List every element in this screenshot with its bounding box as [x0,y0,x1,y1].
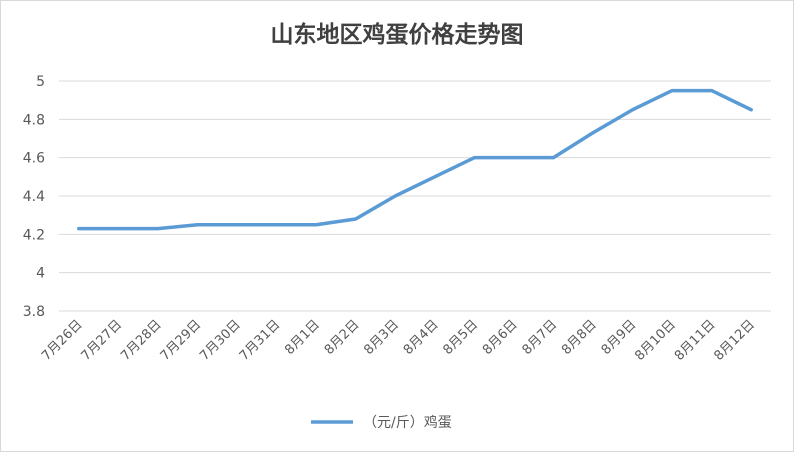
x-tick-label: 7月28日 [118,317,165,364]
y-axis-ticks: 3.8 4 4.2 4.4 4.6 4.8 5 [23,74,45,320]
x-tick-label: 8月2日 [322,317,363,358]
x-axis-ticks: 7月26日7月27日7月28日7月29日7月30日7月31日8月1日8月2日8月… [39,317,758,364]
y-tick-label: 4.4 [23,189,45,205]
x-tick-label: 8月5日 [440,317,481,358]
x-tick-label: 8月3日 [361,317,402,358]
y-tick-label: 5 [36,74,45,90]
y-tick-label: 3.8 [23,304,45,320]
series-line [77,88,753,231]
x-tick-label: 7月30日 [197,317,244,364]
gridlines [59,80,771,312]
x-tick-label: 8月10日 [632,317,679,364]
y-tick-label: 4.2 [23,227,45,243]
x-tick-label: 7月29日 [158,317,205,364]
y-tick-label: 4 [36,266,45,282]
y-tick-label: 4.6 [23,151,45,167]
chart-title: 山东地区鸡蛋价格走势图 [270,21,524,48]
y-tick-label: 4.8 [23,112,45,128]
x-tick-label: 7月31日 [237,317,284,364]
x-tick-label: 8月1日 [282,317,323,358]
x-tick-label: 8月7日 [520,317,561,358]
legend-label: （元/斤）鸡蛋 [363,414,452,431]
x-tick-label: 8月12日 [712,317,759,364]
x-tick-label: 8月11日 [672,317,719,364]
x-tick-label: 8月6日 [480,317,521,358]
x-tick-label: 7月26日 [39,317,86,364]
x-tick-label: 7月27日 [79,317,126,364]
legend: （元/斤）鸡蛋 [311,414,452,431]
x-tick-label: 8月4日 [401,317,442,358]
series-layer [77,88,753,231]
x-tick-label: 8月8日 [559,317,600,358]
